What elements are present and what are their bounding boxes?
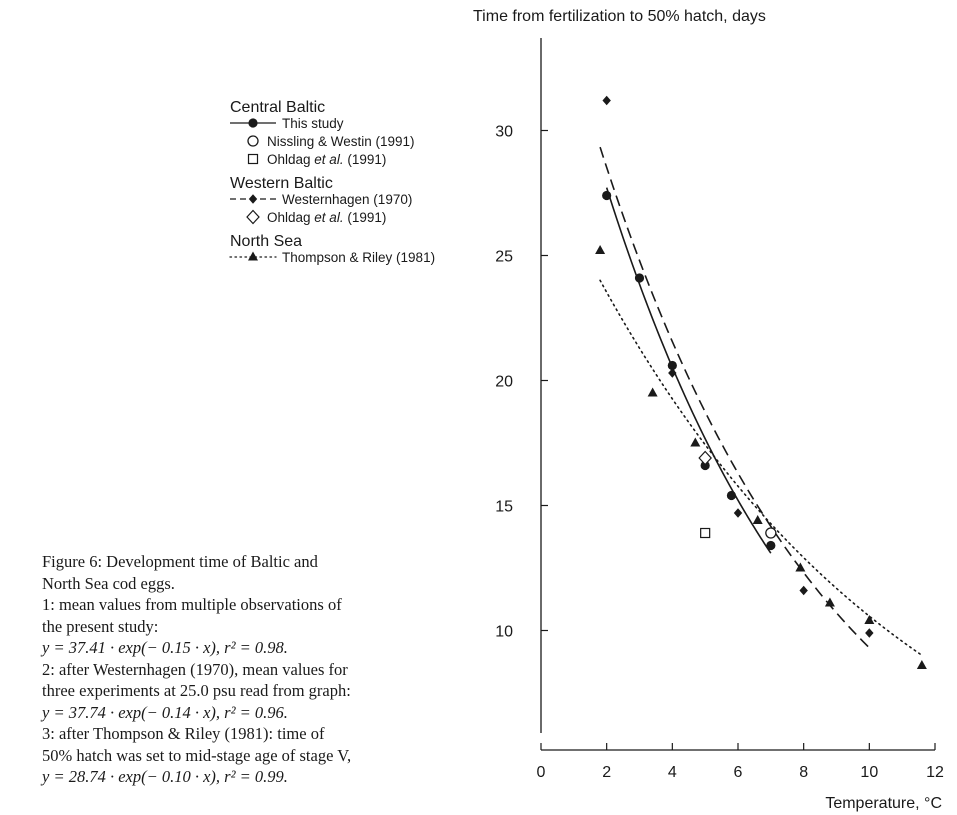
y-tick-label: 30: [495, 124, 513, 141]
x-tick-label: 12: [926, 764, 944, 781]
caption-line: three experiments at 25.0 psu read from …: [42, 681, 351, 700]
legend-marker-open-circle: [247, 135, 259, 147]
y-tick-label: 10: [495, 624, 513, 641]
legend-label: Nissling & Westin (1991): [267, 134, 415, 149]
fit-curve-dotted: [599, 279, 923, 657]
x-tick-label: 6: [734, 764, 743, 781]
data-point-filled-triangle: [864, 615, 875, 624]
data-point-filled-circle: [634, 273, 645, 283]
data-point-open-square: [700, 527, 711, 539]
data-point-filled-triangle: [752, 515, 763, 524]
legend-marker-open-square: [247, 153, 259, 165]
x-tick-label: 10: [860, 764, 878, 781]
legend-label: Ohldag et al. (1991): [267, 210, 386, 225]
data-point-filled-triangle: [595, 245, 606, 254]
data-point-filled-circle: [667, 360, 677, 371]
x-tick-label: 2: [602, 764, 611, 781]
legend-marker-filled-triangle: [248, 251, 258, 261]
legend-group-title: Central Baltic: [230, 99, 325, 116]
y-tick-label: 15: [495, 499, 513, 516]
caption-equation: y = 37.41 · exp(− 0.15 · x), r² = 0.98.: [42, 638, 288, 657]
data-point-filled-diamond: [799, 585, 808, 596]
data-point-filled-triangle: [795, 562, 806, 572]
legend-marker-filled-diamond: [248, 194, 258, 204]
fit-curves: [599, 146, 923, 657]
fit-curve-solid: [605, 187, 772, 554]
y-tick-label: 25: [495, 249, 513, 266]
legend-label: This study: [282, 116, 344, 131]
x-tick-label: 8: [799, 764, 808, 781]
x-tick-label: 4: [668, 764, 677, 781]
x-tick-label: 0: [537, 764, 546, 781]
data-point-filled-circle: [700, 460, 710, 471]
y-axis-title: Time from fertilization to 50% hatch, da…: [473, 8, 766, 25]
x-axis-title: Temperature, °C: [825, 795, 942, 812]
legend-label: Ohldag et al. (1991): [267, 152, 386, 167]
data-point-open-circle: [765, 527, 777, 539]
data-point-open-diamond: [698, 450, 712, 466]
legend-marker-filled-circle: [248, 118, 258, 128]
caption-line: North Sea cod eggs.: [42, 573, 175, 593]
data-point-filled-diamond: [733, 508, 743, 518]
caption-line: 50% hatch was set to mid-stage age of st…: [42, 745, 352, 765]
data-point-filled-circle: [602, 190, 612, 201]
caption-equation: y = 28.74 · exp(− 0.10 · x), r² = 0.99.: [42, 767, 288, 786]
figure-caption: Figure 6: Development time of Baltic and…: [42, 551, 447, 788]
data-point-filled-triangle: [647, 387, 658, 397]
data-point-filled-circle: [766, 540, 776, 551]
y-tick-label: 20: [495, 374, 513, 391]
chart-axes: 10 15 20 25 30 0 2 4 6 8 10 12 Time from fertilizati…: [473, 8, 944, 812]
caption-line: Figure 6: Development time of Baltic and: [42, 552, 318, 571]
caption-line: 1: mean values from multiple observation…: [42, 595, 342, 614]
caption-equation: y = 37.74 · exp(− 0.14 · x), r² = 0.96.: [42, 702, 288, 722]
data-points: [595, 95, 927, 669]
data-point-filled-diamond: [865, 628, 874, 638]
data-point-filled-triangle: [824, 597, 835, 607]
data-point-filled-triangle: [916, 660, 927, 669]
legend-label: Westernhagen (1970): [282, 192, 412, 207]
fit-curve-dashed: [599, 146, 870, 649]
legend-marker-open-diamond: [246, 209, 260, 225]
data-point-filled-triangle: [690, 437, 701, 447]
caption-line: 2: after Westernhagen (1970), mean value…: [42, 659, 348, 679]
data-point-filled-diamond: [602, 95, 611, 106]
legend-group-title: Western Baltic: [230, 175, 333, 192]
legend-label: Thompson & Riley (1981): [282, 250, 435, 265]
caption-line: 3: after Thompson & Riley (1981): time o…: [42, 724, 325, 743]
caption-line: the present study:: [42, 616, 159, 636]
data-point-filled-circle: [726, 490, 737, 501]
data-point-filled-diamond: [668, 368, 677, 378]
legend-group-title: North Sea: [230, 233, 302, 250]
